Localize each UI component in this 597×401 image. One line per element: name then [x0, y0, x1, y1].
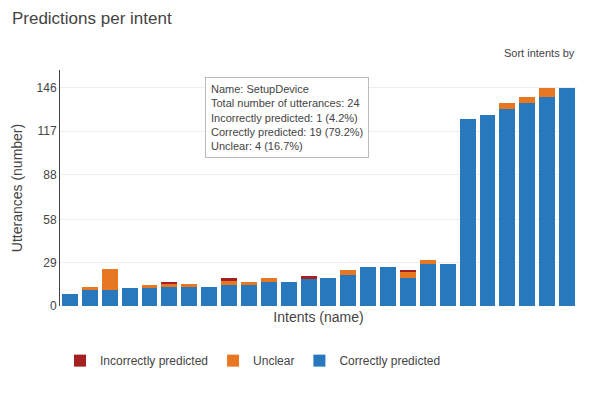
svg-text:Sort intents by: Sort intents by — [504, 47, 575, 59]
svg-text:Predictions per intent: Predictions per intent — [12, 9, 172, 28]
svg-text:Utterances (number): Utterances (number) — [9, 124, 25, 252]
svg-text:58: 58 — [43, 213, 57, 227]
svg-text:Intents (name): Intents (name) — [273, 309, 363, 325]
svg-text:Correctly predicted: Correctly predicted — [339, 354, 440, 368]
svg-text:88: 88 — [43, 168, 57, 182]
svg-text:Unclear: Unclear — [253, 354, 294, 368]
svg-text:146: 146 — [37, 81, 57, 95]
svg-text:29: 29 — [43, 256, 57, 270]
svg-text:0: 0 — [50, 299, 57, 313]
svg-text:Incorrectly predicted: Incorrectly predicted — [100, 354, 208, 368]
svg-text:117: 117 — [37, 124, 56, 138]
svg-text:Name: SetupDeviceTotal number: Name: SetupDeviceTotal number of utteran… — [211, 83, 363, 152]
